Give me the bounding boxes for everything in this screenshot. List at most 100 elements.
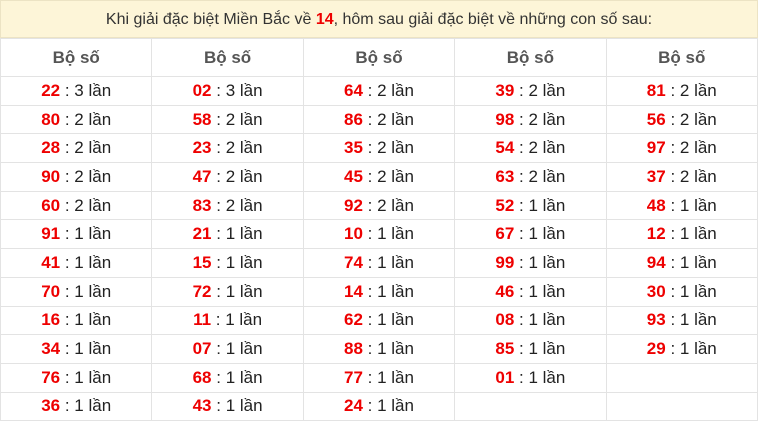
count: : 1 lần <box>670 281 717 301</box>
table-row: 70 : 1 lần 72 : 1 lần 14 : 1 lần 46 : 1 lần… <box>0 276 758 307</box>
count: : 2 lần <box>216 109 263 129</box>
count: : 1 lần <box>64 339 112 359</box>
table-cell: 24 : 1 lần <box>302 391 456 422</box>
count: : 1 lần <box>519 310 566 330</box>
table-cell: 77 : 1 lần <box>302 362 456 393</box>
number: 29 <box>646 339 666 359</box>
table-row: 36 : 1 lần 43 : 1 lần 24 : 1 lần <box>0 391 758 422</box>
table-cell: 97 : 2 lần <box>605 133 758 164</box>
column-header: Bộ số <box>302 38 456 77</box>
count: : 2 lần <box>519 109 566 129</box>
table-row: 22 : 3 lần 02 : 3 lần 64 : 2 lần 39 : 2 lần… <box>0 76 758 106</box>
count: : 1 lần <box>367 339 414 359</box>
table-cell: 01 : 1 lần <box>454 362 607 393</box>
count: : 2 lần <box>216 166 263 186</box>
number: 56 <box>646 109 666 129</box>
count: : 2 lần <box>367 80 414 100</box>
table-row: 34 : 1 lần 07 : 1 lần 88 : 1 lần 85 : 1 lần… <box>0 334 758 364</box>
table-cell: 52 : 1 lần <box>454 190 607 221</box>
table-cell: 94 : 1 lần <box>605 248 758 278</box>
column-header: Bộ số <box>151 38 304 77</box>
table-cell: 86 : 2 lần <box>302 104 456 135</box>
number: 07 <box>192 339 212 359</box>
count: : 1 lần <box>215 310 263 330</box>
number: 83 <box>192 195 212 215</box>
number: 11 <box>193 310 212 330</box>
count: : 2 lần <box>519 138 566 158</box>
table-cell: 67 : 1 lần <box>454 219 607 250</box>
table-cell: 08 : 1 lần <box>454 305 607 336</box>
count: : 1 lần <box>216 396 263 416</box>
number: 47 <box>192 166 212 186</box>
count: : 2 lần <box>367 166 414 186</box>
count: : 1 lần <box>64 224 112 244</box>
table-cell: 83 : 2 lần <box>151 190 304 221</box>
table-cell: 91 : 1 lần <box>0 219 153 250</box>
count: : 1 lần <box>367 396 414 416</box>
number: 08 <box>495 310 515 330</box>
count: : 3 lần <box>64 80 112 100</box>
table-cell: 22 : 3 lần <box>0 76 153 106</box>
number: 14 <box>343 281 363 301</box>
table-row: 90 : 2 lần 47 : 2 lần 45 : 2 lần 63 : 2 lần… <box>0 162 758 192</box>
table-row: 91 : 1 lần 21 : 1 lần 10 : 1 lần 67 : 1 lần… <box>0 219 758 250</box>
table-cell: 70 : 1 lần <box>0 276 153 307</box>
table-cell: 56 : 2 lần <box>605 104 758 135</box>
table-cell: 92 : 2 lần <box>302 190 456 221</box>
count: : 1 lần <box>519 224 566 244</box>
count: : 1 lần <box>64 396 112 416</box>
table-cell: 88 : 1 lần <box>302 334 456 364</box>
number: 22 <box>41 80 61 100</box>
number: 94 <box>646 252 666 272</box>
number: 70 <box>41 281 61 301</box>
number: 52 <box>495 195 515 215</box>
table-cell: 98 : 2 lần <box>454 104 607 135</box>
table-cell: 39 : 2 lần <box>454 76 607 106</box>
number: 46 <box>495 281 515 301</box>
column-header: Bộ số <box>605 38 758 77</box>
number: 77 <box>343 367 363 387</box>
number: 41 <box>41 252 61 272</box>
count: : 1 lần <box>216 224 263 244</box>
table-cell: 21 : 1 lần <box>151 219 304 250</box>
number: 28 <box>41 138 61 158</box>
count: : 2 lần <box>670 109 717 129</box>
table-cell: 63 : 2 lần <box>454 162 607 192</box>
count: : 2 lần <box>216 138 263 158</box>
table-cell: 36 : 1 lần <box>0 391 153 422</box>
count: : 1 lần <box>216 339 263 359</box>
number: 85 <box>495 339 515 359</box>
table-row: 76 : 1 lần 68 : 1 lần 77 : 1 lần 01 : 1 lần <box>0 362 758 393</box>
number: 43 <box>192 396 212 416</box>
number: 74 <box>343 252 363 272</box>
number: 36 <box>41 396 61 416</box>
number: 60 <box>41 195 61 215</box>
number: 76 <box>41 367 61 387</box>
table-cell: 10 : 1 lần <box>302 219 456 250</box>
count: : 1 lần <box>216 367 263 387</box>
count: : 2 lần <box>670 166 717 186</box>
number: 97 <box>646 138 666 158</box>
table-cell: 43 : 1 lần <box>151 391 304 422</box>
count: : 1 lần <box>519 367 566 387</box>
count: : 1 lần <box>64 367 112 387</box>
number: 48 <box>646 195 666 215</box>
count: : 1 lần <box>670 195 717 215</box>
count: : 1 lần <box>367 281 414 301</box>
number: 62 <box>343 310 363 330</box>
table-cell: 54 : 2 lần <box>454 133 607 164</box>
table-cell: 81 : 2 lần <box>605 76 758 106</box>
count: : 1 lần <box>367 310 414 330</box>
number: 99 <box>495 252 515 272</box>
table-cell: 11 : 1 lần <box>151 305 304 336</box>
table-cell: 23 : 2 lần <box>151 133 304 164</box>
count: : 1 lần <box>670 224 717 244</box>
number: 67 <box>495 224 515 244</box>
number: 68 <box>192 367 212 387</box>
table-cell: 29 : 1 lần <box>605 334 758 364</box>
count: : 1 lần <box>670 310 717 330</box>
count: : 2 lần <box>216 195 263 215</box>
count: : 1 lần <box>519 195 566 215</box>
table-cell: 45 : 2 lần <box>302 162 456 192</box>
number: 63 <box>495 166 515 186</box>
